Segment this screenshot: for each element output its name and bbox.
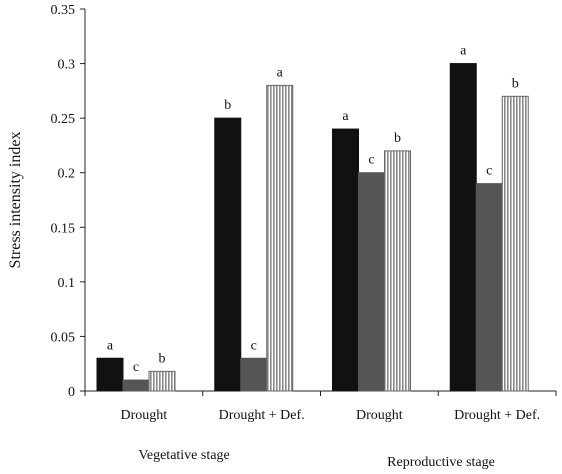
y-tick-label: 0.15 bbox=[51, 221, 76, 236]
y-tick-label: 0 bbox=[68, 385, 75, 400]
bar bbox=[266, 84, 294, 392]
stage-labels: Vegetative stage Reproductive stage bbox=[138, 448, 495, 470]
significance-letter: b bbox=[159, 351, 166, 366]
x-category-label: Drought + Def. bbox=[219, 408, 305, 423]
x-axis-category-labels: Drought Drought + Def. Drought Drought + De… bbox=[121, 408, 541, 423]
y-axis-ticks: 0 0.05 0.1 0.15 0.2 0.25 0.3 0.35 bbox=[51, 3, 85, 400]
significance-letter: c bbox=[251, 338, 257, 353]
y-tick-label: 0.1 bbox=[58, 276, 76, 291]
significance-letter: c bbox=[486, 164, 492, 179]
bars bbox=[96, 63, 529, 392]
x-category-label: Drought bbox=[356, 408, 403, 423]
bar bbox=[240, 357, 268, 392]
y-tick-label: 0.05 bbox=[51, 330, 76, 345]
bar bbox=[214, 117, 242, 392]
significance-letter: a bbox=[107, 338, 114, 353]
stage-label: Reproductive stage bbox=[387, 455, 495, 470]
y-tick-label: 0.25 bbox=[51, 112, 76, 127]
x-category-label: Drought + Def. bbox=[454, 408, 540, 423]
y-axis-label: Stress intensity index bbox=[7, 132, 24, 269]
bar bbox=[122, 379, 150, 392]
significance-letter: b bbox=[394, 131, 401, 146]
significance-letter: b bbox=[512, 76, 519, 91]
bar bbox=[148, 370, 176, 392]
significance-letters: a c b b c a a c b a c b bbox=[107, 44, 519, 376]
bar bbox=[449, 63, 477, 392]
stage-label: Vegetative stage bbox=[138, 448, 229, 463]
bar bbox=[501, 95, 529, 392]
bar bbox=[332, 128, 359, 392]
x-category-label: Drought bbox=[121, 408, 168, 423]
y-axis-label-group: Stress intensity index bbox=[7, 132, 24, 269]
significance-letter: a bbox=[460, 44, 467, 59]
significance-letter: c bbox=[133, 360, 139, 375]
y-tick-label: 0.3 bbox=[58, 58, 76, 73]
y-tick-label: 0.35 bbox=[51, 3, 76, 18]
y-tick-label: 0.2 bbox=[58, 167, 76, 182]
bar bbox=[475, 183, 503, 392]
significance-letter: b bbox=[224, 98, 231, 113]
significance-letter: c bbox=[368, 153, 374, 168]
significance-letter: a bbox=[342, 109, 349, 124]
significance-letter: a bbox=[277, 65, 284, 80]
bar bbox=[358, 172, 385, 392]
bar bbox=[384, 150, 411, 392]
bar bbox=[96, 357, 124, 392]
